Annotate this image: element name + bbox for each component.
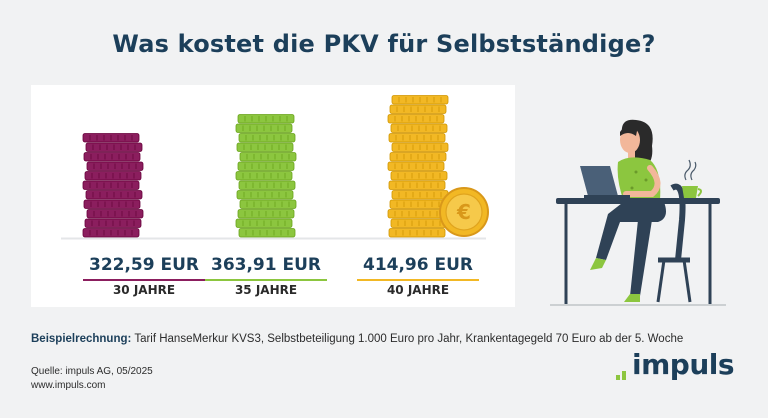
coin-stacks-chart: € [61,95,489,240]
category-label-40: 40 JAHRE [386,283,450,297]
coin-stack-bar [235,114,297,238]
chart-panel: € 322,59 EUR 30 JAHRE 363,91 EUR 35 JAHR… [31,85,515,307]
website-line: www.impuls.com [31,380,106,391]
page-title: Was kostet die PKV für Selbstständige? [112,30,656,58]
value-label-40: 414,96 EUR [362,255,474,275]
source-line: Quelle: impuls AG, 05/2025 [31,366,153,377]
euro-symbol: € [456,200,471,224]
logo-wordmark: impuls [632,348,735,381]
coin-stack-bar [82,133,144,238]
value-underline-30 [83,279,205,281]
coin-stack-bar [387,95,449,238]
category-label-35: 35 JAHRE [234,283,298,297]
impuls-logo: impuls [616,348,746,386]
euro-coin-icon: € [439,187,489,237]
footnote: Beispielrechnung: Tarif HanseMerkur KVS3… [31,333,683,345]
value-underline-40 [357,279,479,281]
value-underline-35 [205,279,327,281]
footnote-text: Tarif HanseMerkur KVS3, Selbstbeteiligun… [131,333,684,345]
footnote-label: Beispielrechnung: [31,333,132,345]
value-label-30: 322,59 EUR [88,255,200,275]
woman-at-desk-illustration [550,119,726,306]
value-label-35: 363,91 EUR [210,255,322,275]
category-label-30: 30 JAHRE [112,283,176,297]
